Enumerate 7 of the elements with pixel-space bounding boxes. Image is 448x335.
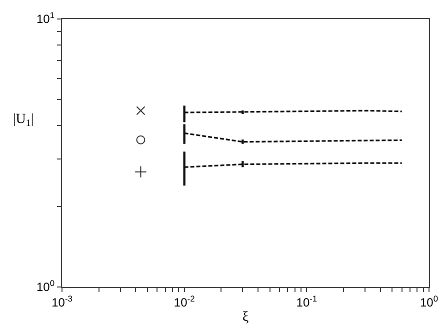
x-tick-label: 10$^{0}$ (420, 293, 438, 310)
x-tick-label: 10$^{-3}$ (52, 293, 73, 310)
y-tick-label: 10$^{1}$ (36, 10, 55, 26)
y-axis-title: |U$_{1}$| (13, 112, 34, 129)
x-axis-title: ξ (242, 310, 249, 325)
x-tick-label: 10$^{-2}$ (174, 293, 196, 310)
x-tick-label: 10$^{-1}$ (296, 293, 318, 310)
